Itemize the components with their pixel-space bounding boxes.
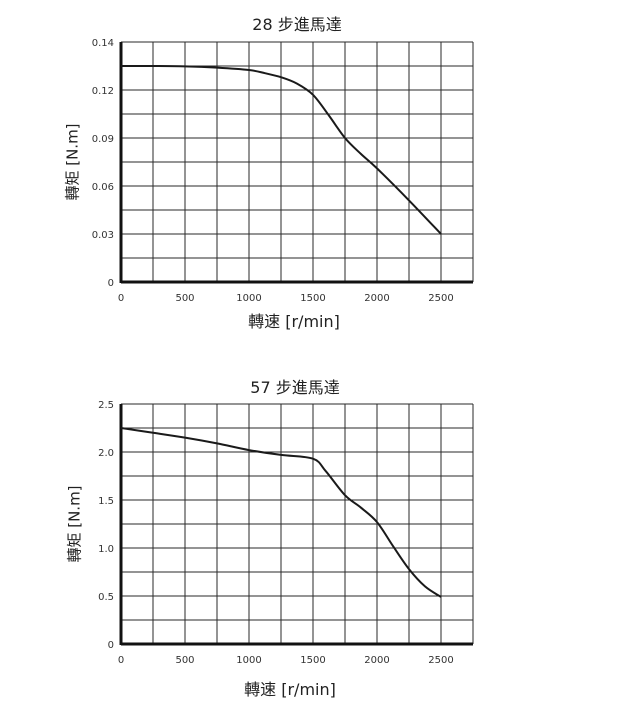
y-tick-label: 2.0 [98,448,114,459]
y-tick-label: 1.0 [98,544,114,555]
chart-title: 28 步進馬達 [252,15,342,34]
x-tick-label: 1000 [236,655,261,666]
y-tick-label: 0.12 [92,86,114,97]
y-tick-label: 0.14 [92,38,114,49]
chart-28-stepper: 28 步進馬達 轉矩 [N.m] 0 500 1000 1500 2000 2500 0 0.… [0,0,618,340]
torque-curve [120,64,442,235]
x-tick-label: 1500 [300,293,325,304]
x-axis-label: 轉速 [r/min] [248,312,340,331]
x-tick-label: 1500 [300,655,325,666]
y-tick-label: 0 [108,640,114,651]
grid [120,403,474,645]
y-tick-label: 0 [108,278,114,289]
y-tick-label: 2.5 [98,400,114,411]
y-tick-label: 1.5 [98,496,114,507]
x-tick-label: 0 [118,293,124,304]
x-tick-label: 2000 [364,655,389,666]
torque-curve [120,427,442,598]
y-tick-label: 0.06 [92,182,114,193]
x-axis-label: 轉速 [r/min] [244,680,336,699]
y-tick-label: 0.09 [92,134,114,145]
chart-title: 57 步進馬達 [250,378,340,397]
x-tick-label: 1000 [236,293,261,304]
x-tick-label: 2500 [428,293,453,304]
y-tick-label: 0.03 [92,230,114,241]
x-tick-label: 2000 [364,293,389,304]
x-tick-label: 500 [175,293,194,304]
x-tick-label: 0 [118,655,124,666]
x-tick-label: 500 [175,655,194,666]
plot-area: 0 500 1000 1500 2000 2500 0 0.03 0.06 0.09 0.12 0.1… [92,38,474,304]
x-tick-label: 2500 [428,655,453,666]
y-tick-label: 0.5 [98,592,114,603]
